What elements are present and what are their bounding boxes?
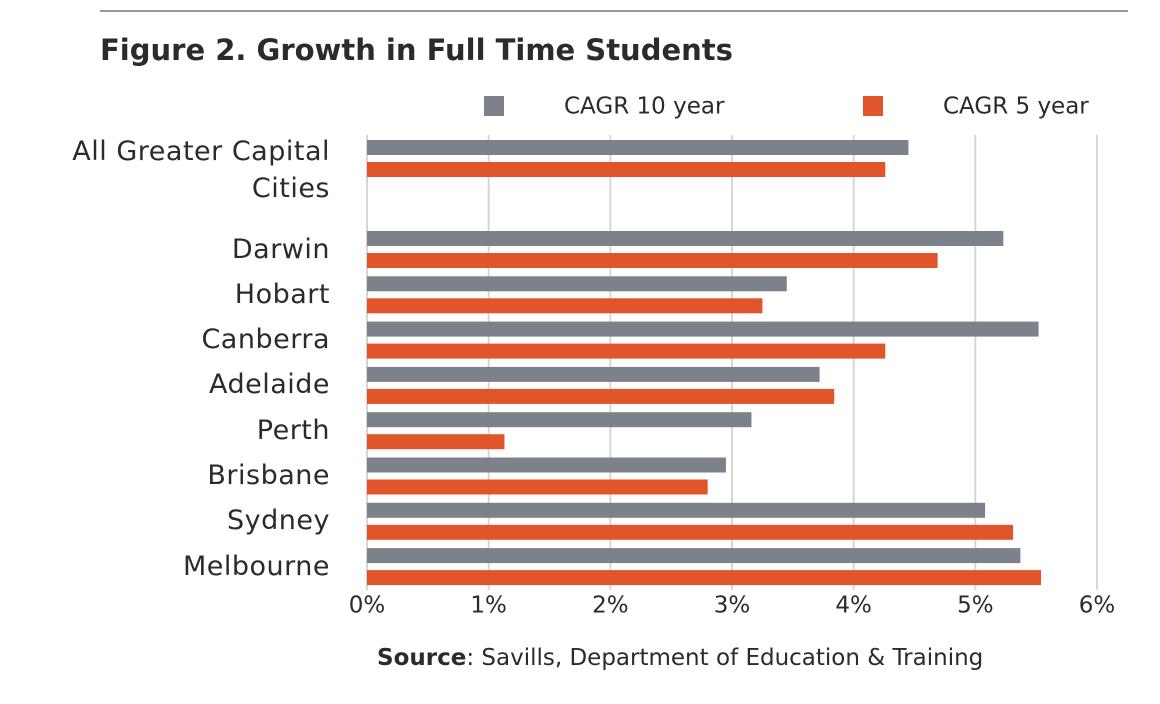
bar: [367, 570, 1042, 586]
category-label: Adelaide: [208, 369, 330, 401]
bar: [367, 298, 763, 314]
bar: [367, 412, 752, 428]
source-text: : Savills, Department of Education & Tra…: [466, 645, 984, 671]
bar: [367, 140, 909, 155]
source-label: Source: [377, 645, 467, 671]
category-label: Perth: [256, 414, 330, 446]
bar: [367, 388, 835, 404]
x-tick-label: 1%: [470, 593, 507, 619]
bar: [367, 276, 787, 292]
bar: [367, 502, 986, 518]
x-tick-label: 3%: [714, 593, 751, 619]
x-tick-label: 4%: [835, 593, 872, 619]
bar: [367, 343, 886, 359]
category-label: All Greater Capital Cities: [72, 136, 330, 204]
legend-label: CAGR 10 year: [564, 94, 725, 120]
chart-title: Figure 2. Growth in Full Time Students: [100, 33, 733, 67]
category-label: Brisbane: [207, 460, 330, 491]
category-label: Darwin: [231, 233, 330, 265]
bar: [367, 434, 505, 450]
x-tick-label: 2%: [592, 593, 629, 619]
bar: [367, 162, 886, 177]
x-tick-label: 5%: [957, 593, 994, 619]
category-label: Sydney: [227, 505, 330, 537]
x-tick-label: 0%: [349, 593, 386, 619]
source: Source: Savills, Department of Education…: [377, 645, 983, 671]
category-label: Melbourne: [182, 550, 330, 582]
bar: [367, 457, 726, 473]
x-tick-label: 6%: [1079, 593, 1116, 619]
bar: [367, 366, 820, 382]
bar: [367, 231, 1004, 246]
category-label: Hobart: [234, 278, 330, 310]
legend-label: CAGR 5 year: [943, 94, 1089, 120]
bar: [367, 479, 708, 495]
category-label: Canberra: [201, 324, 330, 356]
bar: [367, 524, 1014, 540]
bar: [367, 548, 1021, 564]
bar: [367, 253, 938, 268]
bar: [367, 321, 1039, 337]
legend-swatch: [484, 96, 504, 116]
legend-swatch: [863, 96, 883, 116]
